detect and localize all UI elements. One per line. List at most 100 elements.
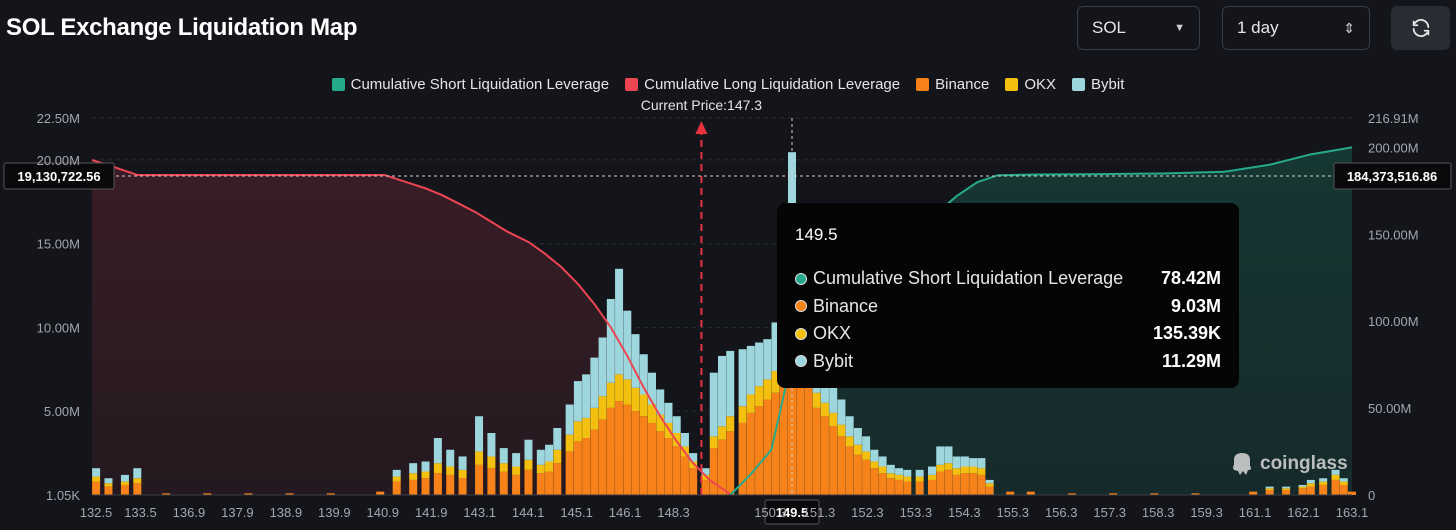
tooltip-value: 135.39K <box>1152 323 1221 344</box>
crosshair-x-value: 149.5 <box>776 505 809 520</box>
okx-bar <box>812 392 821 408</box>
bybit-bar <box>545 444 554 462</box>
binance-bar <box>376 491 385 495</box>
binance-bar <box>969 473 978 495</box>
okx-bar <box>763 379 772 400</box>
okx-bar <box>120 481 129 485</box>
okx-bar <box>487 456 496 469</box>
x-tick-label: 155.3 <box>996 505 1029 520</box>
y-left-tick-label: 5.00M <box>44 404 80 419</box>
tooltip-title: 149.5 <box>795 225 838 244</box>
caret-down-icon: ▼ <box>1174 22 1185 34</box>
okx-bar <box>1298 486 1307 489</box>
bybit-bar <box>726 350 735 417</box>
binance-bar <box>104 486 113 495</box>
bybit-bar <box>1282 486 1291 489</box>
okx-bar <box>392 476 401 482</box>
bybit-bar <box>92 468 101 477</box>
okx-bar <box>133 478 142 484</box>
binance-bar <box>421 478 430 495</box>
legend-swatch <box>331 78 345 91</box>
page-title: SOL Exchange Liquidation Map <box>6 14 358 41</box>
chart-overlay: Current Price:147.3 19,130,722.56 184,373,… <box>3 97 1452 525</box>
legend-item-short[interactable]: Cumulative Short Liquidation Leverage <box>331 76 609 93</box>
legend-item-binance[interactable]: Binance <box>916 76 989 93</box>
binance-bar <box>582 438 591 495</box>
tooltip-row-bybit: Bybit 11.29M <box>795 348 1221 376</box>
okx-bar <box>598 396 607 420</box>
bybit-bar <box>421 461 430 472</box>
binance-bar <box>1298 488 1307 495</box>
bybit-bar <box>487 433 496 457</box>
bybit-bar <box>763 339 772 380</box>
symbol-select[interactable]: SOL ▼ <box>1077 6 1200 50</box>
bybit-bar <box>709 372 718 437</box>
okx-bar <box>524 459 533 470</box>
refresh-button[interactable] <box>1391 6 1450 50</box>
binance-bar <box>475 464 484 495</box>
binance-bar <box>1282 489 1291 495</box>
binance-bar <box>903 481 912 495</box>
binance-bar <box>886 478 895 495</box>
y-right-tick-label: 216.91M <box>1368 111 1419 126</box>
x-tick-label: 143.1 <box>463 505 496 520</box>
okx-bar <box>985 483 994 487</box>
binance-bar <box>598 419 607 495</box>
crosshair-right-box <box>1333 162 1452 190</box>
okx-bar <box>656 414 665 432</box>
binance-bar <box>244 493 253 495</box>
coinglass-logo-icon <box>1233 453 1251 475</box>
bybit-bar <box>718 355 726 427</box>
okx-bar <box>969 466 978 474</box>
binance-bar <box>1331 479 1340 495</box>
period-select[interactable]: 1 day ⇕ <box>1222 6 1370 50</box>
binance-bar <box>615 401 624 495</box>
period-select-value: 1 day <box>1237 18 1279 37</box>
tooltip-label: OKX <box>813 323 852 344</box>
binance-bar <box>1348 491 1356 495</box>
binance-bar <box>203 493 212 495</box>
bybit-bar <box>969 458 978 467</box>
legend-item-long[interactable]: Cumulative Long Liquidation Leverage <box>625 76 900 93</box>
binance-bar <box>392 481 401 495</box>
bybit-bar <box>104 478 113 484</box>
binance-bar <box>162 493 171 495</box>
refresh-icon <box>1412 19 1429 37</box>
okx-bar <box>1319 481 1328 485</box>
x-tick-label: 140.9 <box>366 505 399 520</box>
long-cumulative-line <box>91 158 731 495</box>
okx-bar <box>565 434 574 452</box>
binance-bar <box>944 469 953 495</box>
bybit-bar <box>133 468 142 479</box>
x-tick-label: 151.3 <box>803 505 836 520</box>
bybit-bar <box>936 446 945 465</box>
okx-bar <box>631 387 640 412</box>
tooltip-row-okx: OKX 135.39K <box>795 320 1221 348</box>
legend-swatch <box>625 78 639 91</box>
tooltip-value: 9.03M <box>1170 295 1221 316</box>
tooltip-label: Bybit <box>813 350 854 371</box>
bybit-bar <box>915 469 924 477</box>
okx-bar <box>977 468 986 475</box>
okx-bar <box>689 461 698 469</box>
okx-bar <box>829 412 838 427</box>
binance-bar <box>928 479 936 495</box>
x-tick-label: 145.1 <box>560 505 593 520</box>
x-tick-label: 153.3 <box>900 505 933 520</box>
bybit-bar <box>565 404 574 435</box>
x-tick-label: 163.1 <box>1336 505 1369 520</box>
y-left-tick-label: 10.00M <box>37 320 80 335</box>
bybit-bar <box>582 374 591 418</box>
binance-bar <box>499 471 508 495</box>
binance-bar <box>746 412 755 495</box>
binance-bar <box>623 404 632 495</box>
legend-item-okx[interactable]: OKX <box>1005 76 1056 93</box>
legend-item-bybit[interactable]: Bybit <box>1072 76 1124 93</box>
bybit-bar <box>433 438 442 464</box>
okx-bar <box>746 394 755 413</box>
y-left-tick-label: 22.50M <box>37 111 80 126</box>
bybit-bar <box>446 449 455 467</box>
okx-bar <box>433 463 442 474</box>
binance-bar <box>553 463 562 495</box>
bybit-bar <box>458 456 467 470</box>
